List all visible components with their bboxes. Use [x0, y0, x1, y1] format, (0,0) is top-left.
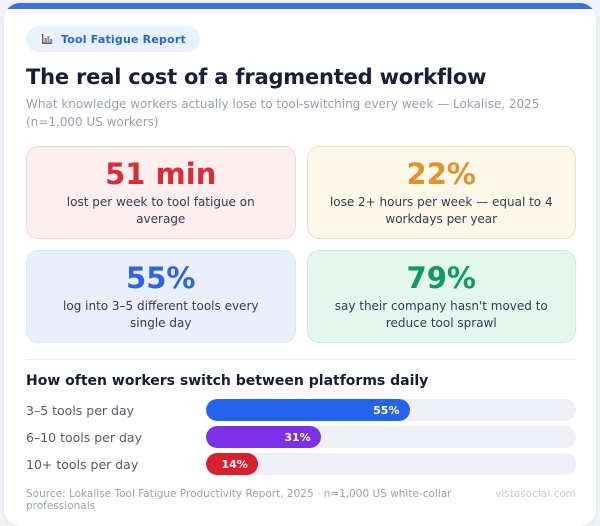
stat-card-daily-logins: 55% log into 3–5 different tools every s… [26, 250, 296, 343]
stat-value: 51 min [105, 157, 217, 192]
report-card: Tool Fatigue Report The real cost of a f… [4, 3, 596, 526]
bar-category-label: 6–10 tools per day [26, 429, 142, 445]
bar-track: 55% [206, 399, 576, 421]
badge-label: Tool Fatigue Report [61, 32, 186, 46]
bar-category-label: 3–5 tools per day [26, 402, 135, 418]
stat-card-minutes-lost: 51 min lost per week to tool fatigue on … [26, 146, 296, 239]
page-subtitle: What knowledge workers actually lose to … [26, 97, 540, 129]
bar-value-label: 14% [221, 457, 248, 471]
bar-row: 10+ tools per day 14% [26, 453, 576, 475]
bar-track: 14% [206, 453, 576, 475]
bar-category-label: 10+ tools per day [26, 456, 139, 472]
stat-value: 22% [406, 157, 476, 192]
bar-value-label: 31% [284, 430, 311, 444]
stat-value: 79% [406, 261, 476, 296]
bar-chart: 3–5 tools per day 55% 6–10 tools per day 31… [26, 399, 576, 475]
stat-card-tool-sprawl: 79% say their company hasn't moved to re… [306, 250, 576, 343]
stat-card-hours-lost: 22% lose 2+ hours per week — equal to 4 … [306, 146, 576, 239]
bar-value-label: 55% [373, 403, 400, 417]
report-content: Tool Fatigue Report The real cost of a f… [4, 9, 596, 526]
site-watermark: vistasocial.com [495, 488, 576, 500]
bar-fill: 31% [206, 426, 321, 448]
source-text: Source: Lokalise Tool Fatigue Productivi… [26, 488, 452, 512]
section-divider [26, 359, 576, 360]
bar-fill: 55% [206, 399, 410, 421]
bar-row: 3–5 tools per day 55% [26, 399, 576, 421]
stat-caption: log into 3–5 different tools every singl… [63, 299, 259, 330]
report-badge: Tool Fatigue Report [26, 26, 200, 52]
bar-fill: 14% [206, 453, 258, 475]
stat-value: 55% [126, 261, 196, 296]
bar-row: 6–10 tools per day 31% [26, 426, 576, 448]
page-title: The real cost of a fragmented workflow [26, 65, 487, 89]
footer: Source: Lokalise Tool Fatigue Productivi… [26, 488, 576, 512]
stat-caption: lose 2+ hours per week — equal to 4 work… [329, 195, 553, 226]
bar-chart-icon [40, 32, 54, 46]
stat-grid: 51 min lost per week to tool fatigue on … [26, 146, 576, 343]
accent-bar [4, 3, 596, 9]
stat-caption: lost per week to tool fatigue on average [66, 195, 255, 226]
stat-caption: say their company hasn't moved to reduce… [334, 299, 548, 330]
chart-title: How often workers switch between platfor… [26, 373, 429, 389]
bar-track: 31% [206, 426, 576, 448]
